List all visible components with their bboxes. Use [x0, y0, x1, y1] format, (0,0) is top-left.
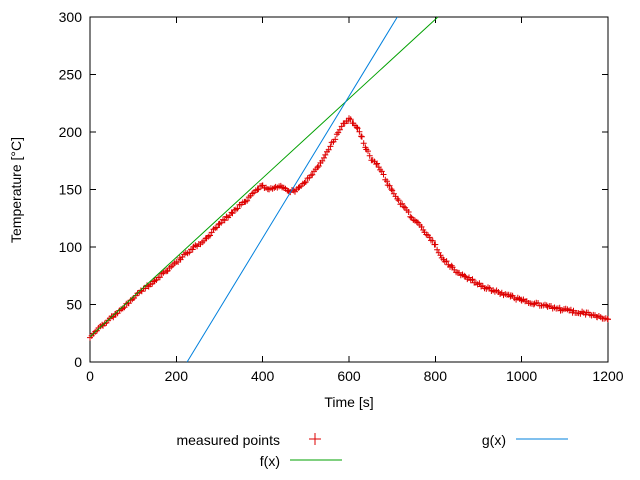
- x-tick-label: 1200: [592, 368, 623, 384]
- x-tick-label: 1000: [506, 368, 537, 384]
- y-tick-label: 250: [59, 67, 83, 83]
- f(x)-line: [89, 16, 439, 338]
- g(x)-line: [186, 16, 398, 363]
- legend-line-sample-f-icon: [290, 459, 342, 461]
- y-tick-label: 300: [59, 9, 83, 25]
- y-tick-label: 100: [59, 239, 83, 255]
- y-axis-label: Temperature [°C]: [8, 137, 24, 243]
- x-tick-label: 0: [86, 368, 94, 384]
- x-tick-label: 800: [424, 368, 448, 384]
- plot-border: [89, 16, 609, 363]
- measured-points-series: [87, 115, 611, 341]
- legend-label-g: g(x): [481, 432, 506, 448]
- x-axis-label: Time [s]: [324, 394, 374, 410]
- legend-plus-marker-icon: [309, 433, 321, 445]
- y-tick-label: 50: [66, 297, 82, 313]
- y-tick-label: 0: [74, 354, 82, 370]
- legend-line-sample-g-icon: [516, 438, 568, 440]
- x-tick-label: 200: [165, 368, 189, 384]
- y-tick-label: 150: [59, 182, 83, 198]
- x-tick-label: 400: [251, 368, 275, 384]
- legend-label-measured-points: measured points: [176, 432, 280, 448]
- legend-label-f: f(x): [259, 453, 280, 469]
- legend: measured points g(x) f(x): [0, 428, 640, 476]
- x-tick-label: 600: [337, 368, 361, 384]
- y-tick-label: 200: [59, 124, 83, 140]
